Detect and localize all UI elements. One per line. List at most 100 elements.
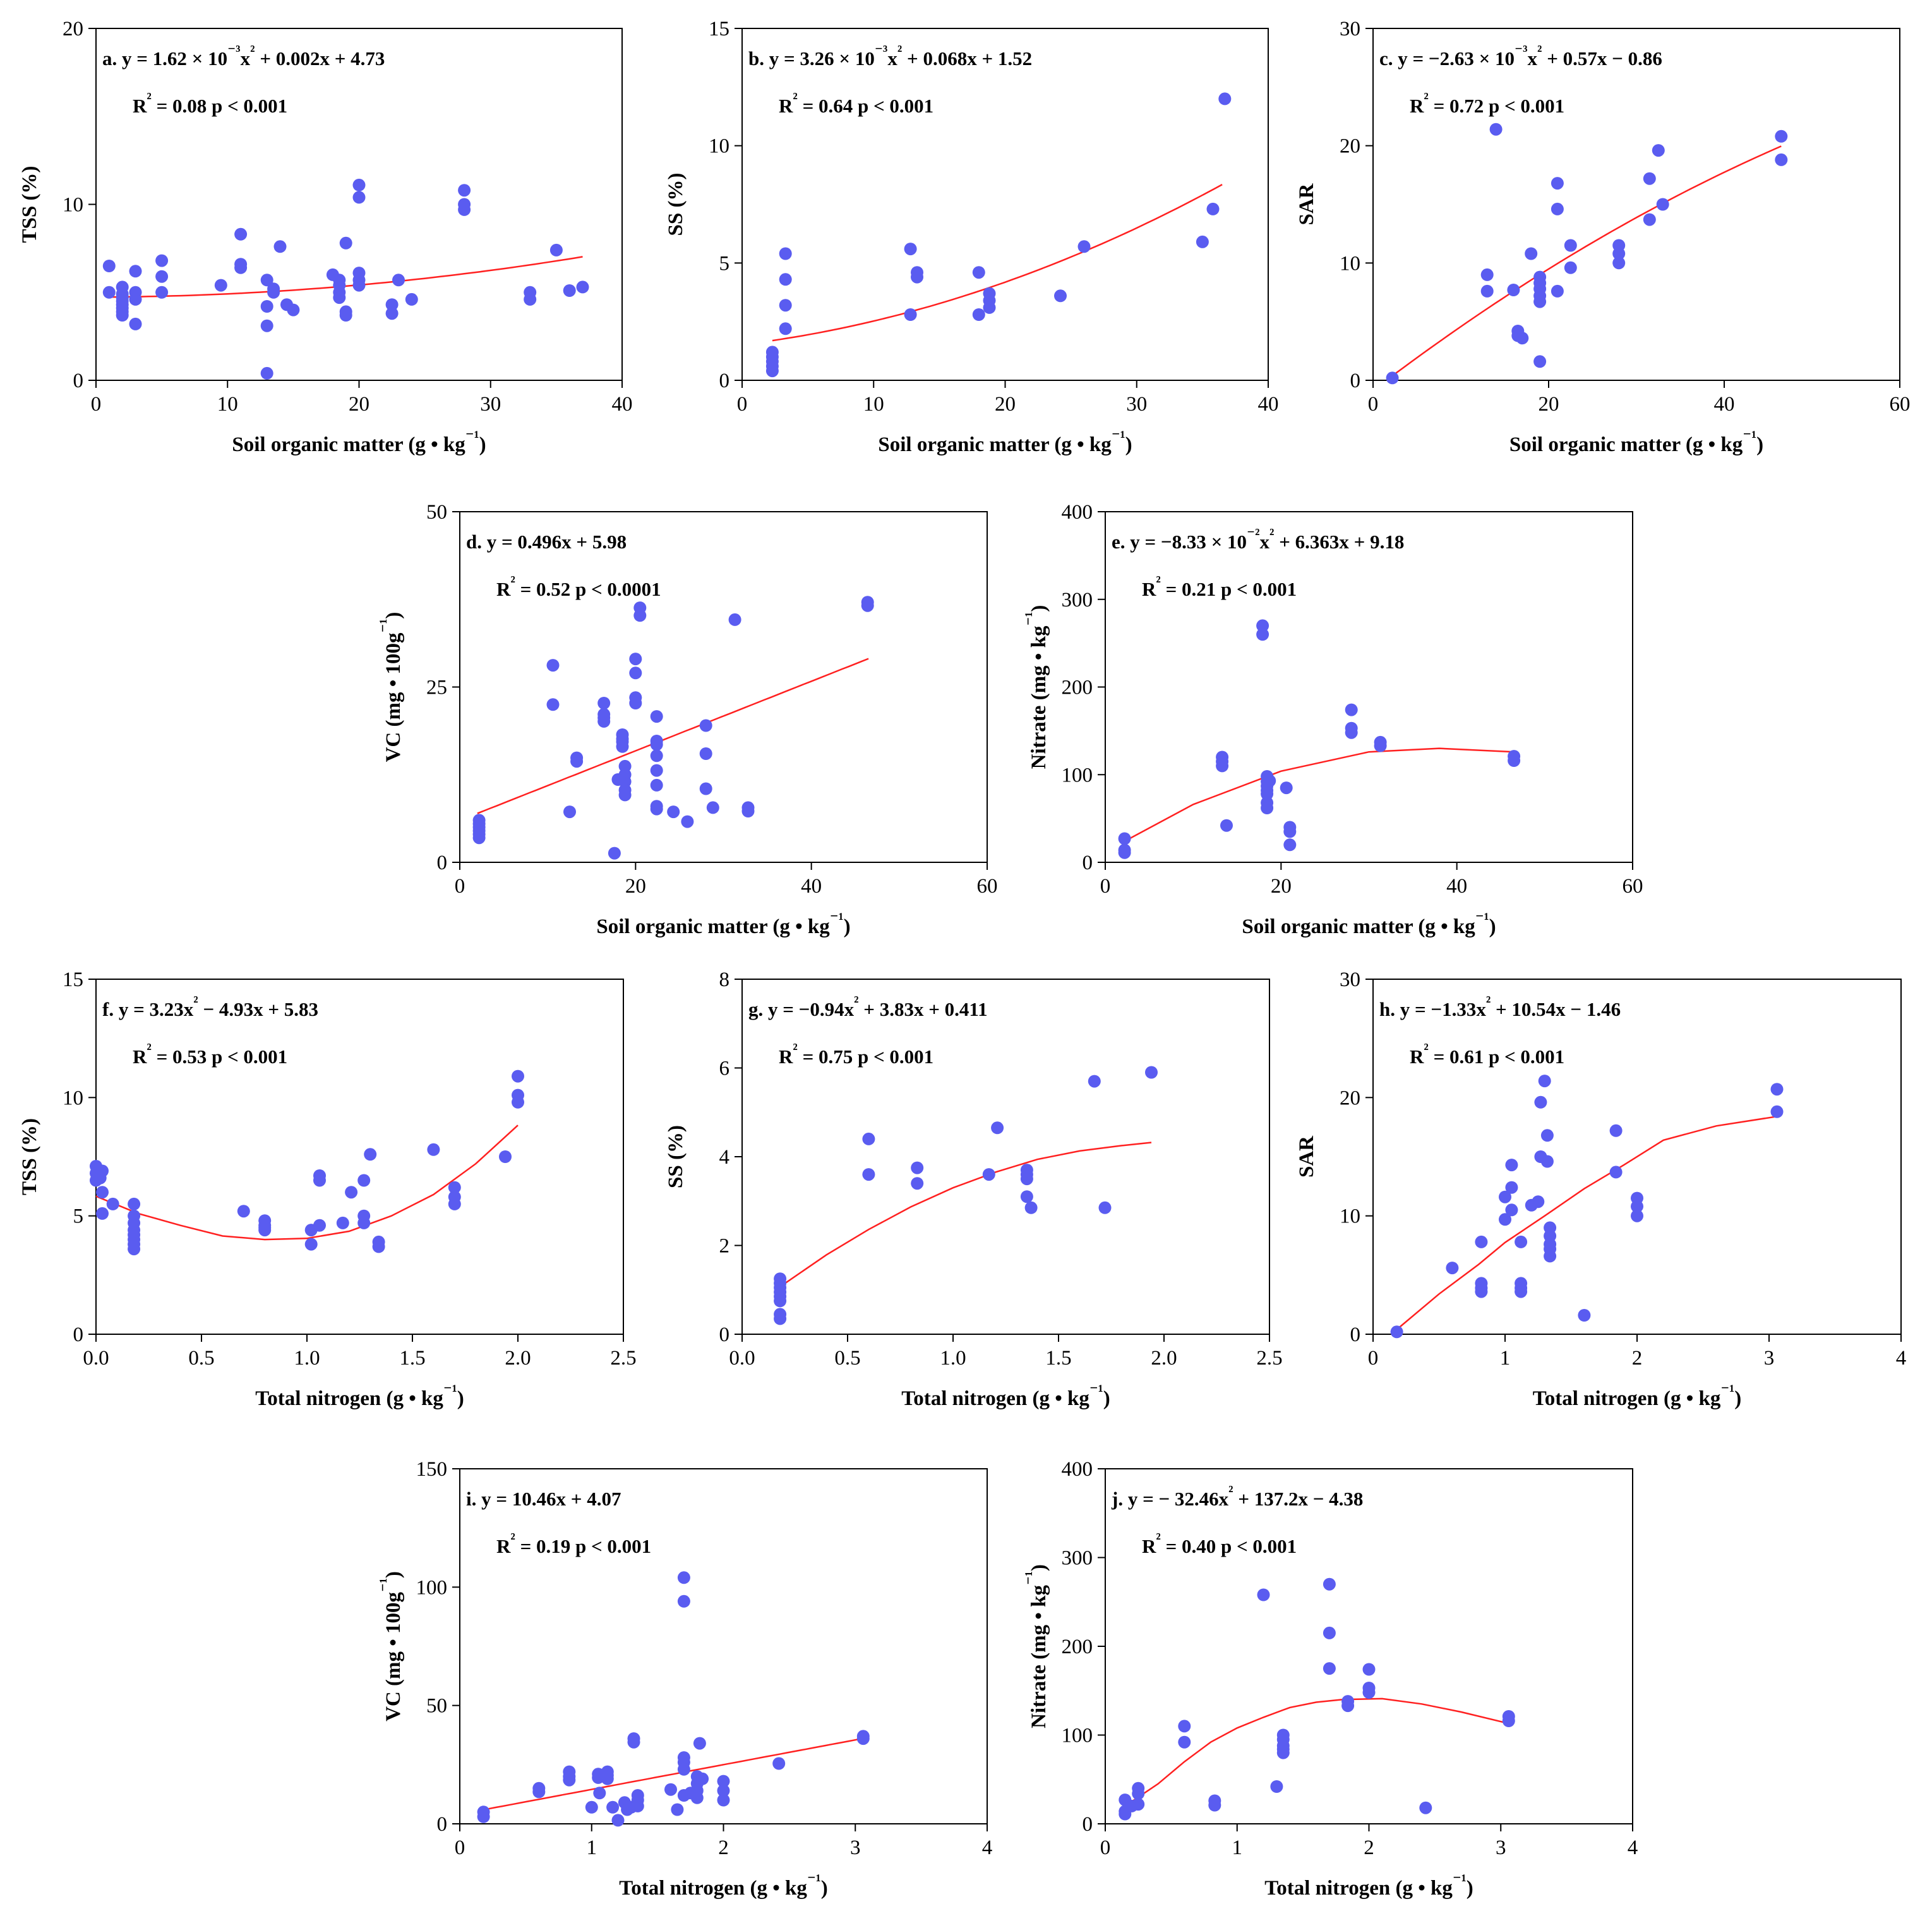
data-point: [629, 653, 642, 666]
data-point: [1362, 1686, 1376, 1699]
data-point: [385, 307, 399, 320]
data-point: [1631, 1200, 1643, 1213]
data-point: [597, 714, 611, 728]
data-point: [448, 1197, 461, 1210]
data-point: [1446, 1262, 1459, 1275]
data-point: [1643, 172, 1656, 185]
data-point: [677, 1594, 690, 1608]
fit-equation: c. y = −2.63 × 10⁻³x² + 0.57x − 0.86: [1379, 43, 1662, 69]
data-point: [1631, 1209, 1643, 1222]
y-tick-label: 200: [1062, 677, 1093, 699]
fit-line: [1396, 1116, 1777, 1330]
y-axis-label: SS (%): [664, 173, 687, 236]
data-point: [774, 1294, 787, 1308]
x-axis-label: Total nitrogen (g • kg⁻¹): [1533, 1381, 1741, 1410]
data-point: [458, 203, 471, 216]
data-point: [629, 666, 642, 680]
y-tick-label: 50: [426, 1695, 447, 1718]
data-point: [458, 184, 471, 197]
fit-equation: a. y = 1.62 × 10⁻³x² + 0.002x + 4.73: [102, 43, 385, 69]
data-point: [1216, 759, 1229, 773]
plot-frame: [741, 28, 1269, 381]
fit-stats: R² = 0.72 p < 0.001: [1410, 90, 1564, 117]
data-point: [1208, 1799, 1221, 1812]
x-tick-label: 4: [1628, 1836, 1638, 1859]
x-tick-label: 40: [801, 875, 822, 898]
data-point: [549, 243, 563, 256]
data-point: [1054, 289, 1067, 303]
panel-d: 0 20 40 60 0 25 50 Soil organic matter (g • kg⁻…: [376, 501, 998, 938]
data-point: [237, 1205, 250, 1218]
fit-stats: R² = 0.64 p < 0.001: [779, 90, 933, 117]
fit-line: [1128, 1697, 1509, 1804]
data-point: [1533, 355, 1547, 368]
data-point: [512, 1095, 524, 1109]
x-tick-label: 20: [1271, 875, 1292, 898]
data-point: [862, 1168, 875, 1181]
x-tick-label: 0: [455, 1836, 465, 1859]
data-point: [1218, 92, 1232, 105]
y-tick-label: 8: [719, 968, 730, 991]
data-point: [1145, 1066, 1158, 1079]
data-point: [1118, 846, 1131, 859]
plot-frame: [95, 28, 623, 381]
data-point: [155, 286, 169, 299]
y-tick-label: 0: [719, 1323, 730, 1346]
data-point: [258, 1224, 272, 1237]
fit-equation: i. y = 10.46x + 4.07: [466, 1488, 621, 1510]
fit-stats: R² = 0.19 p < 0.001: [496, 1531, 651, 1557]
y-tick-label: 5: [73, 1205, 84, 1228]
data-point: [128, 1197, 141, 1210]
data-point: [1551, 177, 1564, 190]
fit-stats: R² = 0.53 p < 0.001: [133, 1041, 287, 1068]
y-tick-label: 10: [1340, 252, 1360, 275]
data-point: [717, 1775, 730, 1788]
data-point: [357, 1216, 371, 1229]
data-point: [861, 599, 874, 612]
data-point: [570, 755, 584, 768]
data-point: [1020, 1172, 1033, 1186]
data-point: [1643, 213, 1656, 226]
data-point: [345, 1186, 358, 1199]
data-point: [1196, 235, 1209, 248]
data-point: [129, 292, 142, 306]
data-point: [667, 805, 680, 819]
data-point: [1540, 1155, 1554, 1168]
data-point: [427, 1143, 440, 1156]
y-tick-label: 10: [1340, 1205, 1360, 1228]
data-point: [650, 778, 663, 792]
y-tick-label: 5: [719, 252, 730, 275]
data-point: [1077, 240, 1091, 253]
fit-line: [779, 1142, 1152, 1287]
data-point: [1564, 261, 1577, 274]
data-point: [1508, 754, 1521, 767]
x-tick-label: 30: [480, 393, 501, 416]
data-point: [499, 1150, 512, 1163]
data-point: [1480, 268, 1494, 281]
x-tick-label: 2: [1364, 1836, 1374, 1859]
x-tick-label: 1: [587, 1836, 597, 1859]
data-point: [671, 1803, 684, 1816]
data-point: [352, 178, 366, 191]
x-tick-label: 0: [91, 393, 102, 416]
data-point: [352, 279, 366, 292]
data-point: [1132, 1787, 1145, 1800]
data-point: [699, 747, 712, 760]
y-tick-label: 0: [719, 370, 730, 392]
data-point: [650, 738, 663, 751]
x-axis-label: Soil organic matter (g • kg⁻¹): [1509, 427, 1763, 456]
x-tick-label: 0: [1100, 875, 1111, 898]
data-point: [1505, 1181, 1518, 1194]
data-point: [546, 659, 560, 672]
data-point: [911, 1177, 924, 1190]
data-point: [563, 1773, 576, 1787]
x-tick-label: 2.0: [1151, 1347, 1177, 1370]
x-tick-label: 2: [1632, 1347, 1643, 1370]
data-point: [357, 1174, 371, 1187]
plot-frame: [1105, 1468, 1633, 1824]
data-point: [1551, 202, 1564, 215]
x-tick-label: 20: [1539, 393, 1559, 416]
fit-equation: g. y = −0.94x² + 3.83x + 0.411: [748, 994, 988, 1020]
x-tick-label: 60: [1623, 875, 1643, 898]
data-point: [102, 260, 116, 272]
